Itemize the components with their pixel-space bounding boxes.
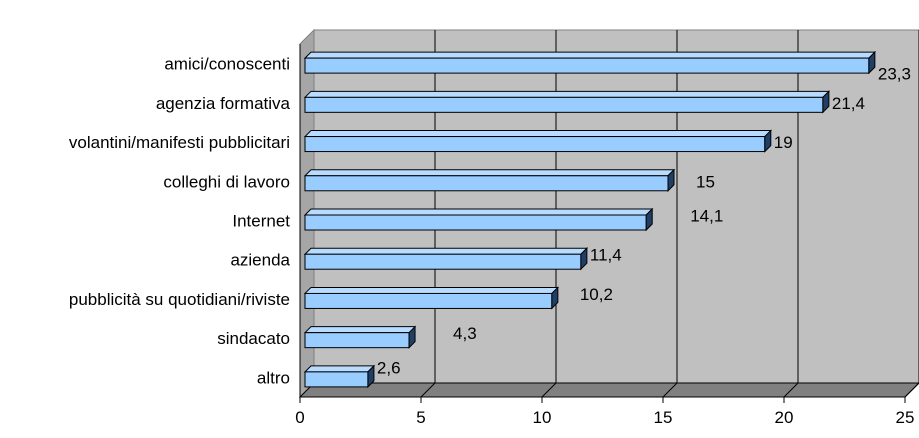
category-label: pubblicità su quotidiani/riviste xyxy=(69,290,290,309)
gridline-floor xyxy=(783,382,799,398)
bar xyxy=(304,214,647,231)
x-tick-label: 5 xyxy=(416,408,425,427)
category-label: volantini/manifesti pubblicitari xyxy=(69,133,290,152)
category-label: sindacato xyxy=(217,329,290,348)
bar xyxy=(304,136,766,153)
bar-top xyxy=(303,51,877,59)
gridline-floor xyxy=(904,382,919,398)
bar xyxy=(304,332,410,349)
x-axis: 0 5 10 15 20 25 xyxy=(295,44,914,427)
bar xyxy=(304,292,553,309)
bar-side xyxy=(580,247,588,271)
category-label: colleghi di lavoro xyxy=(163,172,290,191)
bar-top xyxy=(303,326,417,334)
gridline-floor xyxy=(662,382,678,398)
data-label: 10,2 xyxy=(580,285,613,304)
data-label: 19 xyxy=(774,133,793,152)
data-label: 21,4 xyxy=(832,94,865,113)
bar-side xyxy=(868,50,876,75)
x-tick-label: 20 xyxy=(775,408,794,427)
data-label: 2,6 xyxy=(377,358,401,377)
category-label: amici/conoscenti xyxy=(164,55,290,74)
bar-top xyxy=(303,208,654,216)
category-label: altro xyxy=(257,368,290,387)
bar-side xyxy=(645,207,653,232)
bar-top xyxy=(303,90,831,98)
plot-floor xyxy=(298,382,919,398)
data-label: 4,3 xyxy=(453,324,477,343)
x-tick-label: 15 xyxy=(654,408,673,427)
data-labels: 23,3 21,4 19 15 14,1 11,4 10,2 4,3 2,6 xyxy=(377,65,911,378)
bar xyxy=(304,175,669,192)
bar-side xyxy=(764,129,772,153)
x-tick-label: 25 xyxy=(896,408,915,427)
bar-side xyxy=(551,286,559,310)
bar xyxy=(304,57,870,74)
category-labels: amici/conoscenti agenzia formativa volanti… xyxy=(69,55,291,388)
data-label: 23,3 xyxy=(878,65,911,84)
bar xyxy=(304,371,369,388)
data-label: 11,4 xyxy=(590,246,622,265)
bar-top xyxy=(303,247,589,255)
gridlines xyxy=(420,30,919,398)
bars xyxy=(303,50,877,389)
gridline-floor xyxy=(541,382,557,398)
bar-side xyxy=(822,90,830,114)
category-label: agenzia formativa xyxy=(156,94,291,113)
data-label: 14,1 xyxy=(690,207,723,226)
bar-top xyxy=(303,169,676,177)
bar-top xyxy=(303,130,773,138)
bar xyxy=(304,96,824,113)
gridline-floor xyxy=(420,382,436,398)
category-label: Internet xyxy=(232,212,290,231)
bar-top xyxy=(303,286,560,294)
data-label: 15 xyxy=(696,172,715,191)
bar-side xyxy=(667,168,675,192)
bar-top xyxy=(303,365,376,373)
bar-side xyxy=(367,364,375,389)
bar xyxy=(304,253,582,270)
x-tick-label: 10 xyxy=(533,408,552,427)
bar-side xyxy=(408,325,416,349)
x-tick-label: 0 xyxy=(295,408,304,427)
category-label: azienda xyxy=(230,251,290,270)
